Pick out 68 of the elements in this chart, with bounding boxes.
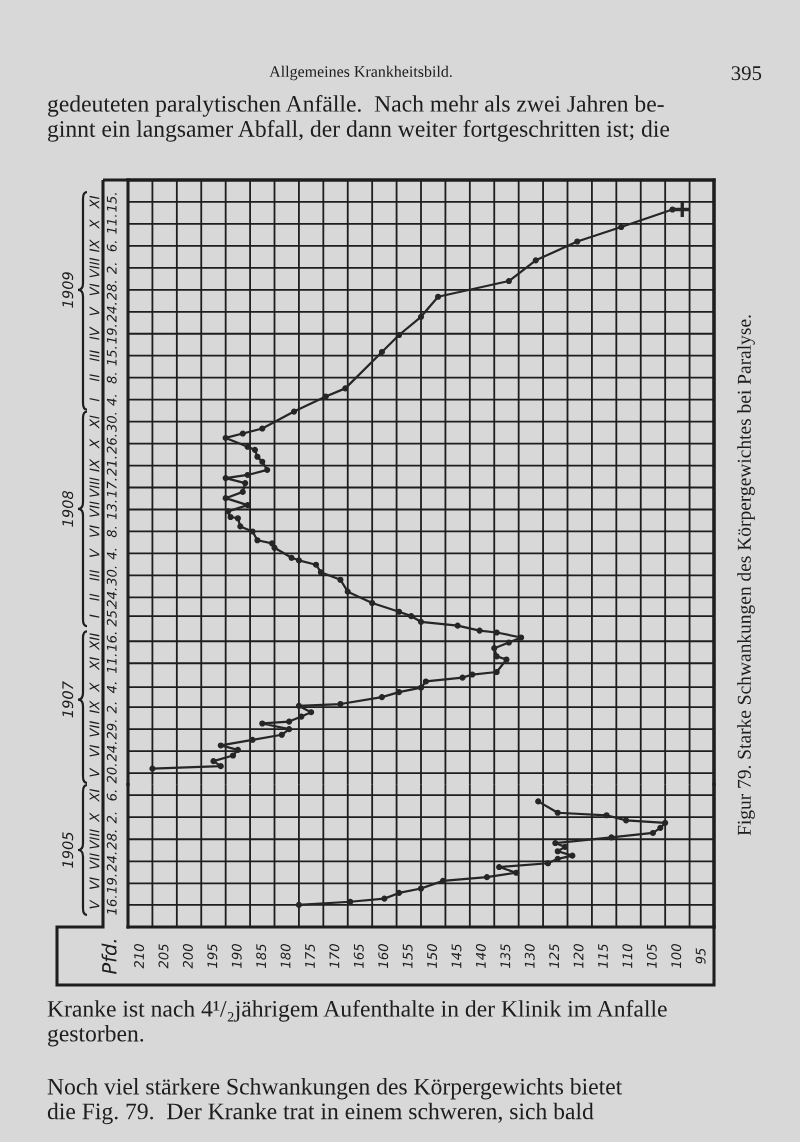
y-tick-label: VIII 17. <box>89 477 117 498</box>
y-tick-label: XII 16. <box>89 632 117 652</box>
x-tick-label: 205 <box>158 944 169 969</box>
x-tick-label: 210 <box>134 944 145 969</box>
x-tick-label: 140 <box>475 944 486 968</box>
y-tick-label: XI 6. <box>89 788 117 803</box>
y-tick-label: III 15. <box>89 346 117 366</box>
y-tick-label: V 20. <box>89 764 117 784</box>
x-tick-label: 150 <box>427 944 438 968</box>
x-tick-label: 120 <box>573 944 584 968</box>
x-tick-label: 185 <box>256 944 267 968</box>
y-tick-label: VII 29. <box>89 720 117 740</box>
y2-tick-label: 1907 <box>62 681 74 718</box>
text: gedeuteten paralytischen Anfälle. Nach mehr als zwei Jahren be- ginnt ein langsamer Abfall, der dann weiter fortgeschritten ist; die <box>48 95 670 142</box>
y-tick-label: XI 30. <box>89 412 117 433</box>
y-tick-label: VII 13. <box>89 500 117 520</box>
y-tick-label: IX 21. <box>89 456 117 476</box>
y-tick-label: VIII 28. <box>89 829 117 850</box>
text: Figur 79. Starke Schwankungen des Körpergewichtes bei Paralyse. <box>737 315 755 836</box>
x-tick-label: 170 <box>329 944 340 968</box>
x-tick-label: 95 <box>695 948 706 964</box>
y-tick-label: X 26. <box>89 434 117 455</box>
y-tick-label: V 24. <box>89 303 117 323</box>
x-tick-label: 110 <box>622 944 633 968</box>
y-tick-label: X 4. <box>89 682 117 694</box>
x-tick-label: 105 <box>646 944 657 968</box>
y-tick-label: IV 19. <box>89 325 117 344</box>
text: Noch viel stärkere Schwankungen des Körpergewichts bietet die Fig. 79. Der Kranke trat in einem schweren, sich bald <box>47 1078 623 1125</box>
text: Kranke ist nach 4¹/₂jährigem Aufenthalte in der Klinik im Anfalle gestorben. <box>47 1000 667 1047</box>
y2-tick-label: 1909 <box>62 272 74 308</box>
x-tick-label: 130 <box>524 944 535 968</box>
y-tick-label: V 16. <box>89 896 117 915</box>
x-tick-label: 175 <box>305 944 315 968</box>
y-tick-label: XI 15. <box>89 193 117 212</box>
text: 395 <box>731 66 762 81</box>
x-tick-label: 180 <box>280 944 291 968</box>
y-tick-label: I 25. <box>89 607 117 627</box>
y-tick-label: X 2. <box>89 812 117 824</box>
y-tick-label: VII 24. <box>89 852 117 872</box>
y-axis-title: 1905 <box>62 832 74 868</box>
y-tick-label: VI 24. <box>89 742 117 762</box>
y-tick-label: V 4. <box>89 548 117 560</box>
x-tick-label: 100 <box>671 944 682 968</box>
x-tick-label: 125 <box>549 944 560 968</box>
x-tick-label: 200 <box>182 944 193 969</box>
x-tick-label: 145 <box>451 944 462 968</box>
y-tick-label: VI 8. <box>89 525 117 538</box>
y2-tick-label: 1908 <box>62 490 74 527</box>
text: Allgemeines Krankheitsbild. <box>269 65 452 81</box>
y-tick-label: VI 19. <box>89 874 117 894</box>
x-tick-label: 135 <box>500 944 511 968</box>
x-tick-label: 155 <box>402 944 413 968</box>
y-tick-label: IX 2. <box>89 700 117 714</box>
y-tick-label: XI 11. <box>89 654 117 674</box>
y-tick-label: VIII 2. <box>89 257 117 278</box>
y-tick-label: III 30. <box>89 566 117 586</box>
x-tick-label: 115 <box>598 944 608 968</box>
x-tick-label: 165 <box>353 944 364 968</box>
y-tick-label: II 24. <box>89 588 117 608</box>
y-tick-label: VI 28. <box>89 281 117 301</box>
y-tick-label: IX 6. <box>89 239 117 253</box>
text: Pfd. <box>101 940 117 975</box>
y-tick-label: I 4. <box>89 395 117 406</box>
y-tick-label: II 8. <box>89 373 117 384</box>
x-tick-label: 160 <box>378 944 389 968</box>
x-tick-label: 195 <box>207 944 218 968</box>
y-tick-label: X 11. <box>89 215 117 234</box>
x-tick-label: 190 <box>231 944 242 968</box>
